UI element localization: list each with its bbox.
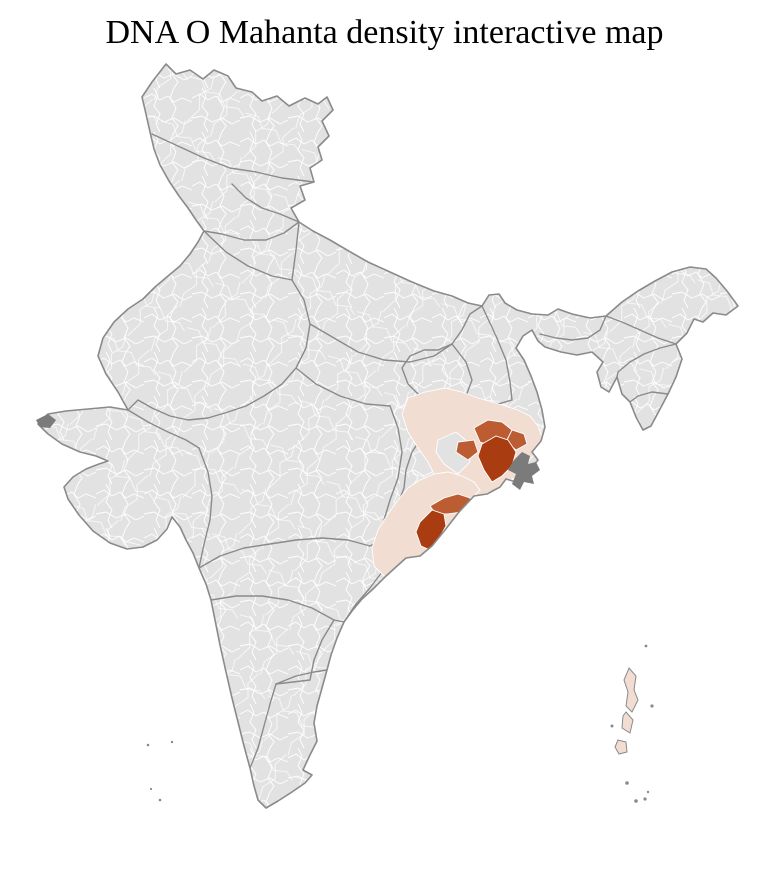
country-base	[38, 64, 738, 808]
island-dot	[170, 740, 174, 744]
kutch-tip-patch	[36, 414, 56, 428]
density-regions[interactable]	[371, 387, 544, 578]
island-dot	[650, 704, 654, 708]
andaman-islands[interactable]	[610, 644, 654, 803]
island-dot	[634, 799, 638, 803]
density-region-mid-bengal-3[interactable]	[455, 439, 479, 461]
district-texture-2	[38, 64, 738, 808]
island-dot	[644, 644, 648, 648]
andaman-island-north[interactable]	[623, 667, 639, 713]
andaman-island-south[interactable]	[614, 739, 628, 755]
sundarbans-delta	[508, 452, 540, 490]
island-dot	[625, 781, 629, 785]
no-data-regions	[36, 414, 540, 490]
lakshadweep-islands	[146, 740, 174, 802]
island-dot	[146, 743, 150, 747]
density-region-high-bengal[interactable]	[477, 435, 517, 483]
island-dot	[643, 797, 647, 801]
island-dot	[158, 798, 162, 802]
island-dot	[149, 787, 153, 791]
map-title: DNA O Mahanta density interactive map	[105, 14, 664, 51]
island-dot	[610, 724, 614, 728]
andaman-island-middle[interactable]	[621, 711, 634, 734]
island-dot	[646, 790, 650, 794]
